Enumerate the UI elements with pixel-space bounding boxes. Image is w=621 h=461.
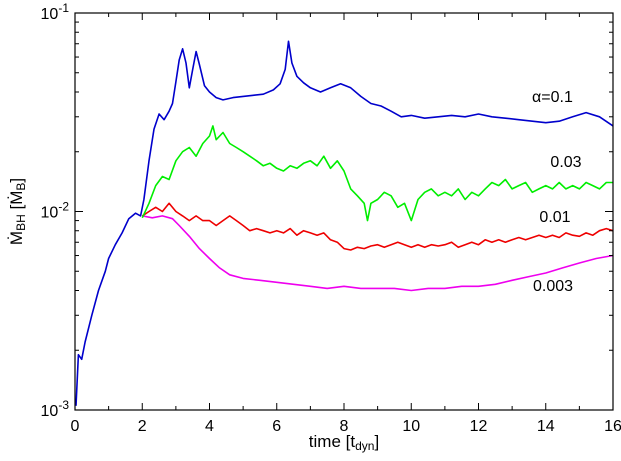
series-line-3 [142, 215, 614, 292]
x-tick-label: 10 [402, 418, 420, 435]
y-tick-label: 10-1 [41, 1, 70, 23]
y-tick-label: 10-3 [41, 398, 70, 420]
series-label-2: 0.01 [539, 209, 570, 226]
series-label-0: α=0.1 [532, 89, 573, 106]
series-line-0 [75, 40, 614, 406]
series-label-3: 0.003 [533, 278, 573, 295]
tick-layer [74, 12, 614, 411]
series-label-1: 0.03 [550, 154, 581, 171]
x-tick-label: 12 [470, 418, 488, 435]
series-line-2 [141, 202, 614, 251]
y-tick-exp: -3 [58, 398, 69, 412]
y-tick-exp: -1 [58, 1, 69, 15]
y-tick-base: 10 [41, 6, 59, 23]
x-tick-label: 4 [205, 418, 214, 435]
x-tick-label: 14 [537, 418, 555, 435]
y-tick-base: 10 [41, 403, 59, 420]
label-layer: 0 2 4 6 8 10 12 14 1610-310-210-1α=0.10.030.010.… [41, 1, 621, 435]
series-layer [75, 40, 614, 406]
x-tick-label: 2 [138, 418, 147, 435]
y-tick-label: 10-2 [41, 200, 70, 222]
x-axis-title: time [tdyn] [309, 432, 379, 453]
x-tick-label: 0 [71, 418, 80, 435]
x-tick-label: 8 [340, 418, 349, 435]
x-tick-label: 6 [272, 418, 281, 435]
y-tick-exp: -2 [58, 200, 69, 214]
y-tick-base: 10 [41, 205, 59, 222]
series-line-1 [141, 125, 613, 222]
y-axis-title: ṀBH [ṀB] [7, 178, 28, 245]
x-tick-label: 16 [604, 418, 621, 435]
